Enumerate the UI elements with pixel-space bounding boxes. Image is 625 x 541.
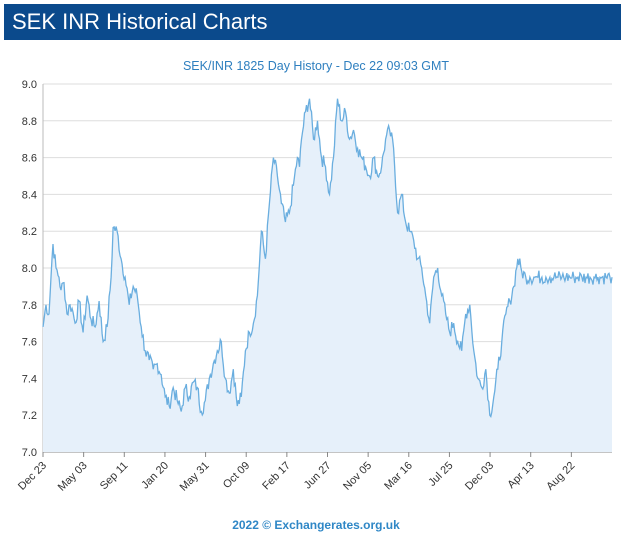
x-tick-label: May 03	[56, 460, 90, 494]
page-title: SEK INR Historical Charts	[12, 9, 268, 34]
y-tick-label: 7.2	[22, 410, 37, 422]
x-tick-label: Nov 05	[341, 460, 374, 493]
y-tick-label: 7.4	[22, 373, 37, 385]
plot-area	[42, 98, 613, 452]
x-tick-label: Jul 25	[426, 460, 455, 489]
series-area	[43, 98, 612, 452]
footer-credit: 2022 © Exchangerates.org.uk	[232, 518, 400, 532]
y-tick-label: 7.6	[22, 337, 37, 349]
x-tick-label: Feb 17	[260, 460, 293, 493]
chart-title: SEK/INR 1825 Day History - Dec 22 09:03 …	[183, 59, 449, 73]
y-tick-label: 8.2	[22, 226, 37, 238]
x-tick-label: May 31	[178, 460, 212, 494]
x-axis-ticks: Dec 23 May 03 Sep 11 Jan 20 May 31 Oct 09 Feb …	[16, 452, 577, 494]
y-tick-label: 8.8	[22, 116, 37, 128]
chart-container: SEK/INR 1825 Day History - Dec 22 09:03 …	[0, 44, 625, 541]
x-tick-label: Apr 13	[505, 460, 536, 491]
y-tick-label: 8.0	[22, 263, 37, 275]
x-tick-label: Mar 16	[382, 460, 415, 493]
page-header: SEK INR Historical Charts	[4, 4, 621, 40]
x-tick-label: Aug 22	[544, 460, 577, 493]
series-line	[42, 98, 613, 418]
y-axis-ticks: 7.0 7.2 7.4 7.6 7.8 8.0 8.2 8.4 8.6 8.8 9.0	[22, 79, 37, 459]
y-tick-label: 7.8	[22, 300, 37, 312]
x-tick-label: Sep 11	[98, 460, 131, 493]
exchange-rate-chart: SEK/INR 1825 Day History - Dec 22 09:03 …	[16, 59, 613, 532]
x-tick-label: Dec 23	[16, 460, 49, 493]
y-tick-label: 8.4	[22, 189, 37, 201]
x-tick-label: Oct 09	[221, 460, 252, 491]
y-tick-label: 9.0	[22, 79, 37, 91]
x-tick-label: Jun 27	[302, 460, 334, 492]
x-tick-label: Dec 03	[463, 460, 496, 493]
y-tick-label: 7.0	[22, 447, 37, 459]
x-tick-label: Jan 20	[139, 460, 171, 492]
y-tick-label: 8.6	[22, 153, 37, 165]
